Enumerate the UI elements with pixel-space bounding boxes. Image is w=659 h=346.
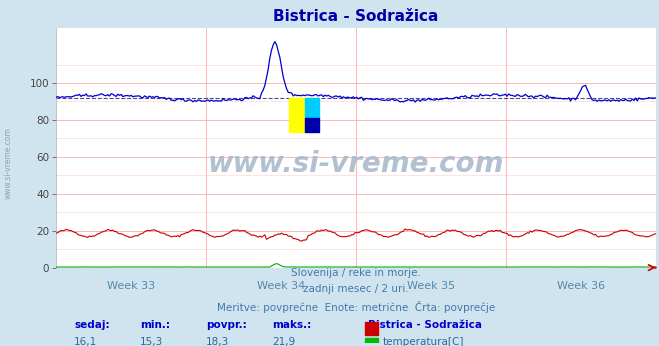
Title: Bistrica - Sodražica: Bistrica - Sodražica: [273, 9, 438, 24]
Text: maks.:: maks.:: [272, 320, 311, 330]
Text: min.:: min.:: [140, 320, 170, 330]
Text: temperatura[C]: temperatura[C]: [383, 337, 465, 346]
Bar: [306, 99, 319, 118]
Text: 21,9: 21,9: [272, 337, 295, 346]
FancyBboxPatch shape: [365, 338, 378, 346]
Text: www.si-vreme.com: www.si-vreme.com: [4, 127, 13, 199]
Text: 18,3: 18,3: [206, 337, 229, 346]
Text: zadnji mesec / 2 uri.: zadnji mesec / 2 uri.: [303, 284, 409, 294]
FancyBboxPatch shape: [365, 321, 378, 335]
Bar: [306, 118, 319, 132]
Text: Slovenija / reke in morje.: Slovenija / reke in morje.: [291, 267, 421, 277]
Text: Week 35: Week 35: [407, 281, 455, 291]
Text: 16,1: 16,1: [74, 337, 98, 346]
Text: Meritve: povprečne  Enote: metrične  Črta: povprečje: Meritve: povprečne Enote: metrične Črta:…: [217, 301, 495, 312]
Text: sedaj:: sedaj:: [74, 320, 109, 330]
Text: Week 33: Week 33: [107, 281, 155, 291]
Bar: [289, 99, 306, 132]
Text: 15,3: 15,3: [140, 337, 163, 346]
Text: www.si-vreme.com: www.si-vreme.com: [208, 151, 504, 179]
Text: Week 34: Week 34: [257, 281, 305, 291]
Text: Week 36: Week 36: [557, 281, 605, 291]
Text: povpr.:: povpr.:: [206, 320, 246, 330]
Text: Bistrica - Sodražica: Bistrica - Sodražica: [368, 320, 482, 330]
